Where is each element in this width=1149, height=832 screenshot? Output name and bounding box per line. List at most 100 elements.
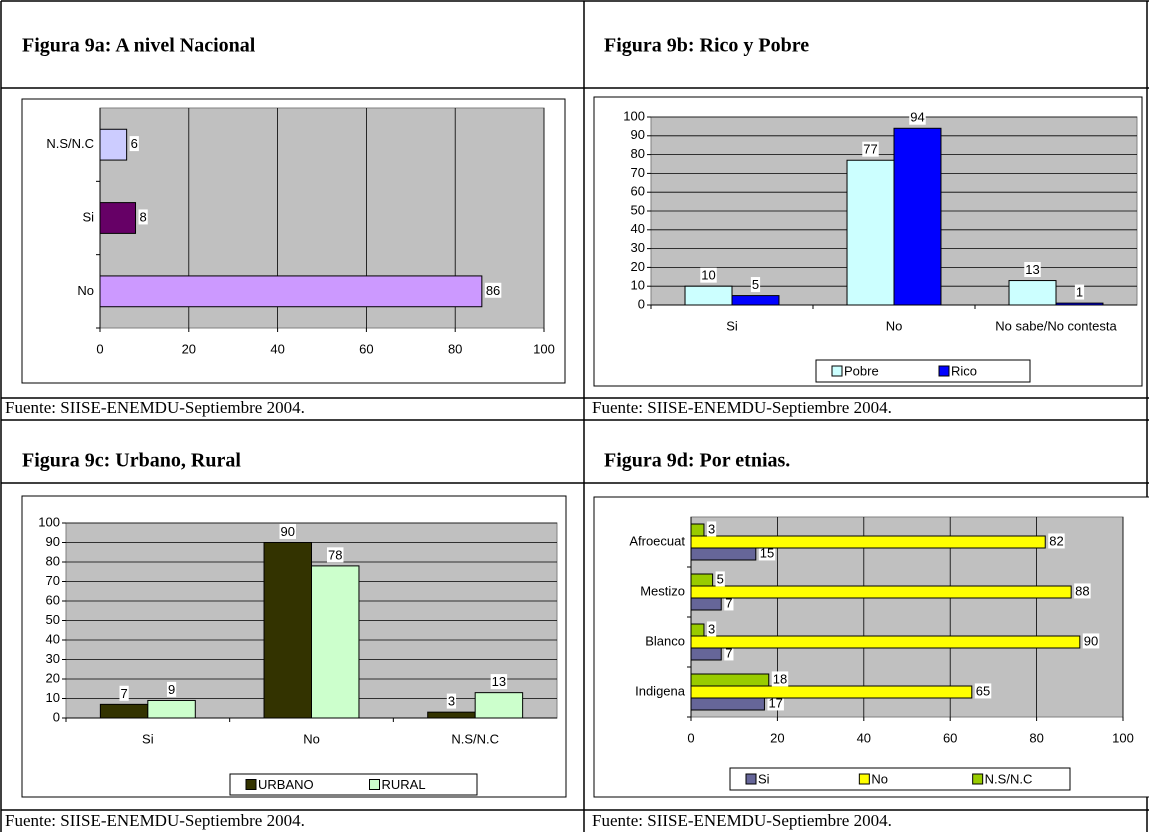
value-tick-label: 20 — [46, 670, 60, 685]
legend-swatch — [245, 779, 257, 790]
category-label: Si — [726, 318, 738, 333]
legend-swatch — [938, 365, 950, 377]
value-tick-label: 10 — [631, 278, 645, 293]
bar — [690, 673, 770, 687]
bar — [690, 697, 765, 711]
bar — [147, 699, 196, 719]
legend-box — [729, 767, 1071, 791]
value-label: 1 — [1076, 285, 1083, 300]
value-label-bg — [1024, 261, 1041, 277]
value-label-bg — [119, 685, 129, 701]
value-label-bg — [974, 683, 992, 699]
figure-title: Figura 9a: A nivel Nacional — [22, 35, 256, 57]
value-label-bg — [771, 671, 789, 687]
value-label: 6 — [131, 136, 138, 151]
value-label: 7 — [725, 645, 732, 660]
value-tick-label: 80 — [631, 146, 645, 161]
value-label-bg — [724, 645, 734, 661]
category-label: Si — [82, 209, 94, 224]
category-label: No sabe/No contesta — [995, 318, 1117, 333]
source-note: Fuente: SIISE-ENEMDU-Septiembre 2004. — [592, 811, 892, 830]
value-label-bg — [706, 521, 717, 537]
bar — [99, 128, 128, 161]
bar — [690, 597, 722, 611]
value-label: 13 — [492, 674, 506, 689]
value-label: 7 — [120, 686, 127, 701]
value-tick-label: 0 — [53, 709, 60, 724]
bar — [731, 295, 780, 306]
value-label-bg — [1074, 583, 1091, 599]
value-label-bg — [1048, 533, 1065, 549]
value-label-bg — [862, 141, 879, 157]
category-label: No — [886, 318, 903, 333]
legend-label: RURAL — [382, 777, 426, 792]
value-tick-label: 60 — [46, 592, 60, 607]
legend-swatch — [972, 773, 984, 785]
figure-title: Figura 9d: Por etnias. — [604, 450, 790, 472]
value-tick-label: 0 — [638, 296, 645, 311]
legend-swatch — [858, 773, 870, 785]
value-label-bg — [490, 674, 508, 690]
bar — [690, 547, 757, 561]
value-label: 90 — [1084, 633, 1098, 648]
value-tick-label: 30 — [46, 651, 60, 666]
value-label: 10 — [701, 268, 715, 283]
source-note: Fuente: SIISE-ENEMDU-Septiembre 2004. — [5, 398, 305, 417]
value-tick-label: 0 — [96, 341, 103, 356]
value-tick-label: 70 — [631, 165, 645, 180]
value-label: 3 — [448, 694, 455, 709]
value-tick-label: 90 — [631, 127, 645, 142]
bar — [1008, 280, 1057, 306]
value-tick-label: 50 — [46, 612, 60, 627]
value-tick-label: 80 — [1029, 730, 1043, 745]
value-label: 9 — [168, 682, 175, 697]
bar — [893, 127, 942, 306]
value-label: 90 — [281, 524, 295, 539]
value-label-bg — [758, 545, 776, 561]
value-label: 5 — [752, 277, 759, 292]
value-label: 5 — [717, 571, 724, 586]
value-label-bg — [326, 547, 344, 563]
value-label-bg — [129, 136, 139, 152]
legend-box — [229, 773, 478, 796]
category-label: Si — [142, 731, 154, 746]
value-label-bg — [715, 571, 725, 587]
value-label: 15 — [760, 545, 774, 560]
value-label: 7 — [725, 595, 732, 610]
value-label-bg — [750, 277, 761, 293]
legend-label: Si — [758, 771, 770, 786]
legend-swatch — [831, 365, 843, 377]
value-label: 88 — [1075, 583, 1089, 598]
value-tick-label: 100 — [533, 341, 555, 356]
value-label: 3 — [708, 621, 715, 636]
value-tick-label: 20 — [770, 730, 784, 745]
value-tick-label: 100 — [623, 108, 645, 123]
bar — [684, 285, 733, 306]
bar — [690, 685, 973, 699]
value-label: 65 — [976, 683, 990, 698]
category-label: Indigena — [635, 683, 686, 698]
legend-label: Rico — [951, 363, 977, 378]
category-label: N.S/N.C — [46, 136, 94, 151]
value-tick-label: 90 — [46, 534, 60, 549]
value-label-bg — [484, 282, 502, 298]
value-label-bg — [706, 621, 717, 637]
value-label: 77 — [863, 142, 877, 157]
category-label: N.S/N.C — [451, 731, 499, 746]
legend-label: Pobre — [844, 363, 879, 378]
bar — [690, 623, 705, 637]
legend-label: No — [871, 771, 888, 786]
bar — [690, 535, 1046, 549]
value-tick-label: 70 — [46, 573, 60, 588]
value-tick-label: 100 — [1112, 730, 1134, 745]
category-label: Afroecuat — [629, 533, 685, 548]
bar — [99, 202, 137, 234]
legend-swatch — [745, 773, 757, 785]
value-tick-label: 80 — [448, 341, 462, 356]
value-label-bg — [909, 109, 926, 125]
category-label: No — [303, 731, 320, 746]
value-tick-label: 20 — [182, 341, 196, 356]
value-label-bg — [138, 209, 148, 225]
